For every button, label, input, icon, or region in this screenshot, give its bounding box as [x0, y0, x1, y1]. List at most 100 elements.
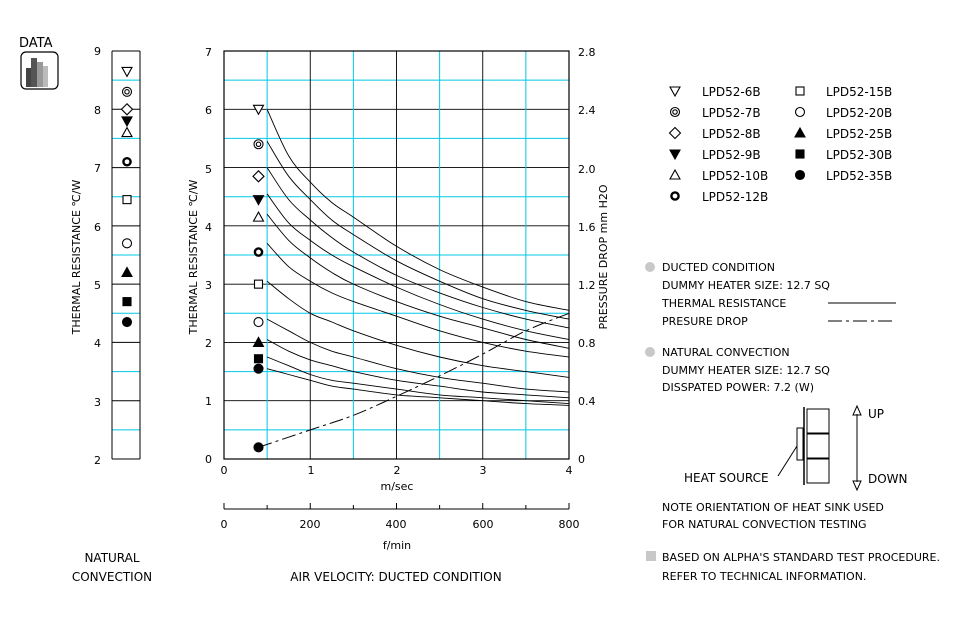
x-tick-fmin: 200: [300, 518, 321, 531]
right-y-tick: 0.4: [578, 395, 596, 408]
left-y-tick: 7: [205, 46, 212, 59]
x-tick-fmin: 800: [559, 518, 580, 531]
natural-y-tick: 7: [94, 162, 101, 175]
main-right-y-ticks: 0 0.4 0.8 1.2 1.6 2.0 2.4 2.8: [578, 46, 596, 466]
main-marker-lpd52-8b: [252, 170, 265, 183]
data-chart-icon: [20, 51, 59, 90]
x-ticks-f-min: 0 200 400 600 800: [221, 518, 580, 531]
legend-label: LPD52-9B: [702, 148, 761, 162]
legend-marker-lpd52-35b: [794, 169, 806, 181]
natural-marker-lpd52-20b: [121, 238, 133, 249]
pressure-drop-line: [258, 312, 570, 448]
main-marker-lpd52-25b: [252, 336, 265, 347]
heat-sink-orientation-icon: [777, 404, 862, 492]
curve-lpd52-25b: [266, 339, 570, 399]
right-y-tick: 2.4: [578, 104, 596, 117]
right-y-tick: 0: [578, 453, 585, 466]
notes-panel: DUCTED CONDITION DUMMY HEATER SIZE: 12.7…: [645, 261, 940, 583]
dissipated-power: DISSPATED POWER: 7.2 (W): [662, 381, 814, 394]
natural-marker-lpd52-7b: [121, 86, 133, 97]
thermal-resistance-key: THERMAL RESISTANCE: [661, 297, 786, 310]
curve-lpd52-12b: [266, 242, 570, 358]
heat-source-label: HEAT SOURCE: [684, 471, 769, 485]
pressure-drop-marker: [253, 442, 264, 453]
right-y-tick: 0.8: [578, 337, 596, 350]
main-chart-caption: AIR VELOCITY: DUCTED CONDITION: [290, 570, 501, 584]
legend-marker-lpd52-30b: [795, 149, 805, 159]
natural-marker-lpd52-8b: [120, 103, 134, 116]
left-y-tick: 0: [205, 453, 212, 466]
main-right-y-axis-label: PRESSURE DROP mm H2O: [597, 184, 610, 329]
natural-y-tick: 2: [94, 454, 101, 467]
legend-marker-lpd52-10b: [669, 168, 681, 180]
curve-lpd52-35b: [266, 368, 570, 406]
natural-convection-chart: 9 8 7 6 5 4 3 2 THERMAL RESISTANCE ℃/W N…: [70, 45, 152, 584]
curve-lpd52-20b: [266, 318, 570, 393]
right-y-tick: 1.2: [578, 279, 596, 292]
curve-lpd52-30b: [266, 356, 570, 405]
natural-heater-size: DUMMY HEATER SIZE: 12.7 SQ: [662, 364, 830, 377]
curve-lpd52-7b: [266, 141, 570, 320]
x-tick-ms: 1: [308, 464, 315, 477]
main-marker-lpd52-10b: [252, 210, 265, 222]
legend: LPD52-6B LPD52-7B LPD52-8B LPD52-9B LPD5…: [668, 85, 892, 204]
main-marker-lpd52-35b: [253, 363, 264, 374]
down-label: DOWN: [868, 472, 908, 486]
natural-marker-lpd52-15b: [122, 195, 132, 205]
curve-lpd52-6b: [266, 109, 570, 311]
natural-marker-lpd52-35b: [121, 316, 133, 328]
main-marker-lpd52-20b: [253, 316, 264, 328]
ducted-condition-chart: 0 1 2 3 4 5 6 7 0 0.4 0.8 1.2 1.6 2.0 2.…: [187, 46, 610, 584]
natural-y-tick: 9: [94, 45, 101, 58]
x-ticks-m-sec: 0 1 2 3 4: [221, 464, 573, 477]
natural-marker-lpd52-6b: [121, 66, 133, 78]
legend-label: LPD52-15B: [826, 85, 892, 99]
natural-chart-y-ticks: 9 8 7 6 5 4 3 2: [94, 45, 101, 467]
legend-marker-lpd52-25b: [794, 126, 806, 138]
x-axis-unit-f-min: f/min: [383, 539, 411, 552]
main-plot-frame: [223, 50, 570, 460]
legend-marker-lpd52-7b: [669, 106, 681, 118]
natural-y-tick: 4: [94, 337, 101, 350]
legend-marker-lpd52-8b: [668, 126, 682, 140]
right-y-tick: 2.0: [578, 163, 596, 176]
legend-label: LPD52-25B: [826, 127, 892, 141]
legend-markers: [668, 86, 806, 201]
curve-lpd52-8b: [266, 167, 570, 329]
natural-convection-title: NATURAL CONVECTION: [662, 346, 790, 359]
natural-bullet-icon: [645, 347, 655, 357]
natural-y-tick: 8: [94, 104, 101, 117]
legend-label: LPD52-30B: [826, 148, 892, 162]
procedure-note-line-2: REFER TO TECHNICAL INFORMATION.: [662, 570, 866, 583]
x-tick-ms: 3: [480, 464, 487, 477]
x-axis-unit-m-sec: m/sec: [381, 480, 414, 493]
left-y-tick: 1: [205, 395, 212, 408]
thermal-resistance-curves: [266, 109, 570, 406]
natural-y-tick: 6: [94, 221, 101, 234]
natural-y-tick: 5: [94, 279, 101, 292]
legend-label: LPD52-7B: [702, 106, 761, 120]
main-marker-lpd52-15b: [253, 279, 264, 289]
left-y-tick: 4: [205, 221, 212, 234]
x-tick-ms: 0: [221, 464, 228, 477]
legend-label: LPD52-8B: [702, 127, 761, 141]
left-y-tick: 2: [205, 337, 212, 350]
natural-caption-line-1: NATURAL: [84, 551, 139, 565]
right-y-tick: 2.8: [578, 46, 596, 59]
main-marker-lpd52-30b: [253, 354, 264, 364]
ducted-bullet-icon: [645, 262, 655, 272]
natural-marker-lpd52-12b: [122, 156, 132, 167]
ducted-heater-size: DUMMY HEATER SIZE: 12.7 SQ: [662, 279, 830, 292]
pressure-drop-key: PRESURE DROP: [662, 315, 748, 328]
curve-lpd52-9b: [266, 193, 570, 340]
main-chart-grid: [223, 50, 570, 460]
orientation-note-line-2: FOR NATURAL CONVECTION TESTING: [662, 518, 867, 531]
main-marker-lpd52-9b: [252, 195, 265, 206]
main-left-y-ticks: 0 1 2 3 4 5 6 7: [205, 46, 212, 466]
main-marker-lpd52-12b: [253, 247, 264, 257]
legend-marker-lpd52-20b: [794, 106, 806, 118]
main-marker-lpd52-7b: [253, 139, 264, 150]
right-y-tick: 1.6: [578, 221, 596, 234]
procedure-note-line-1: BASED ON ALPHA'S STANDARD TEST PROCEDURE…: [662, 551, 940, 564]
